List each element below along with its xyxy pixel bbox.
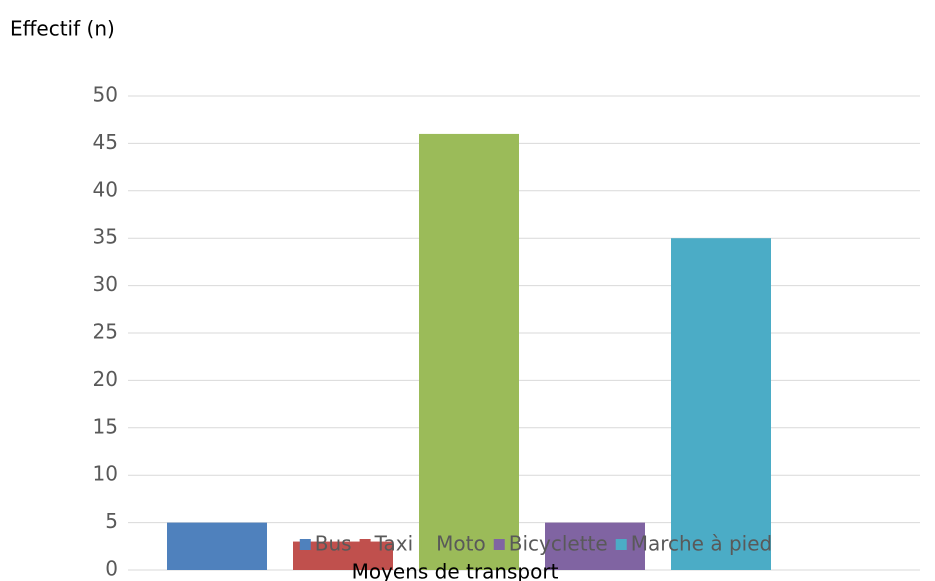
legend-label: Bus — [315, 532, 352, 556]
bar — [419, 133, 519, 571]
y-tick-label: 25 — [93, 320, 118, 344]
y-tick-label: 30 — [93, 272, 118, 296]
legend-swatch — [421, 539, 433, 550]
bar — [671, 238, 771, 570]
y-tick-label: 5 — [105, 509, 118, 533]
legend-label: Moto — [436, 532, 486, 556]
legend-label: Bicyclette — [509, 532, 608, 556]
legend-swatch — [493, 539, 505, 550]
bar — [545, 522, 645, 570]
y-tick-label: 15 — [93, 414, 118, 438]
legend-swatch — [359, 539, 371, 550]
legend-label: Marche à pied — [631, 532, 773, 556]
y-tick-label: 45 — [93, 130, 118, 154]
bar — [167, 522, 267, 570]
y-tick-label: 10 — [93, 462, 118, 486]
y-tick-label: 20 — [93, 367, 118, 391]
legend-swatch — [299, 539, 311, 550]
y-tick-label: 35 — [93, 225, 118, 249]
y-tick-label: 40 — [93, 177, 118, 201]
legend-swatch — [615, 539, 627, 550]
legend-label: Taxi — [374, 532, 414, 556]
y-axis-label: Effectif (n) — [10, 17, 115, 41]
x-axis-label: Moyens de transport — [352, 560, 559, 581]
y-tick-label: 0 — [105, 557, 118, 581]
y-tick-label: 50 — [93, 83, 118, 107]
